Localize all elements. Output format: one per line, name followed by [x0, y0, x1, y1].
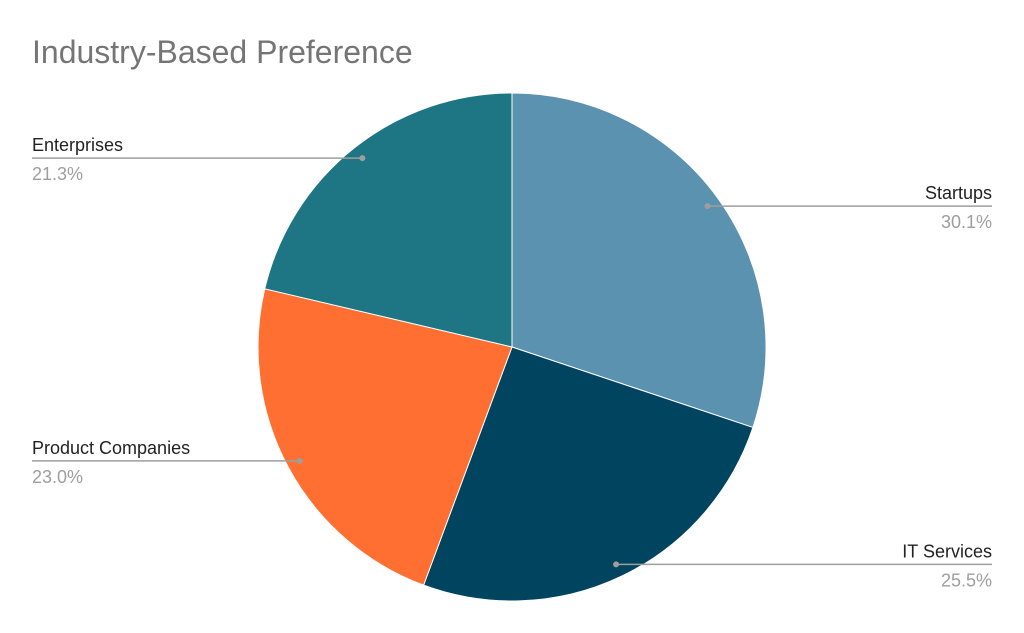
slice-label: Product Companies [32, 438, 190, 458]
pie-slice [422, 346, 754, 602]
pie-slice [257, 288, 513, 586]
slice-value: 23.0% [32, 467, 83, 487]
chart-title: Industry-Based Preference [32, 34, 413, 70]
leader-dot [359, 155, 366, 162]
slice-value: 21.3% [32, 164, 83, 184]
slice-value: 25.5% [941, 570, 992, 590]
slice-label: IT Services [902, 541, 992, 561]
leader-dot [296, 457, 303, 464]
slice-value: 30.1% [941, 212, 992, 232]
pie-slice [511, 92, 767, 429]
slice-label: Startups [925, 183, 992, 203]
leader-dot [613, 561, 620, 568]
leader-dot [704, 203, 711, 210]
pie-slice [264, 92, 513, 348]
slice-label: Enterprises [32, 135, 123, 155]
